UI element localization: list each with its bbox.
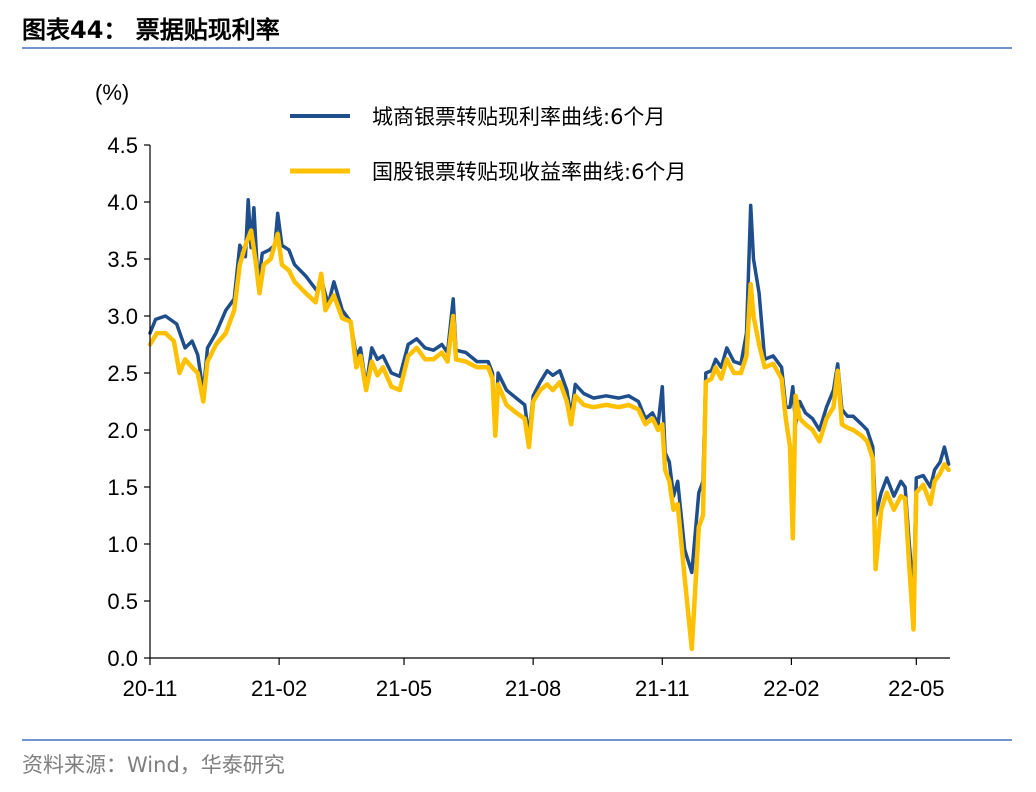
series-layer xyxy=(147,197,951,652)
y-tick-label: 0.5 xyxy=(107,589,138,614)
x-tick-label: 21-11 xyxy=(635,676,690,701)
figure-title: 图表44： 票据贴现利率 xyxy=(22,16,280,44)
y-tick-label: 4.0 xyxy=(107,190,138,215)
x-tick-label: 21-02 xyxy=(251,676,307,701)
legend: 城商银票转贴现利率曲线:6个月 国股银票转贴现收益率曲线:6个月 xyxy=(290,105,686,184)
x-tick-label: 21-08 xyxy=(505,676,561,701)
y-tick-label: 4.5 xyxy=(107,133,138,158)
y-tick-label: 3.0 xyxy=(107,304,138,329)
y-tick-label: 1.0 xyxy=(107,532,138,557)
plot-area: 0.0 0.5 1.0 1.5 2.0 2.5 3.0 3.5 4.0 4.5 20-11 21-0… xyxy=(107,133,951,701)
y-tick-label: 2.0 xyxy=(107,418,138,443)
y-tick-label: 1.5 xyxy=(107,475,138,500)
legend-label-series-2: 国股银票转贴现收益率曲线:6个月 xyxy=(372,160,686,184)
y-ticks: 0.0 0.5 1.0 1.5 2.0 2.5 3.0 3.5 4.0 4.5 xyxy=(107,133,150,671)
source-note: 资料来源：Wind，华泰研究 xyxy=(22,753,285,777)
y-tick-label: 0.0 xyxy=(107,646,138,671)
y-axis-unit: (%) xyxy=(95,80,129,105)
y-tick-label: 3.5 xyxy=(107,247,138,272)
x-tick-label: 21-05 xyxy=(376,676,432,701)
x-tick-label: 22-05 xyxy=(888,676,944,701)
x-tick-label: 22-02 xyxy=(763,676,819,701)
legend-label-series-1: 城商银票转贴现利率曲线:6个月 xyxy=(372,105,665,129)
y-tick-label: 2.5 xyxy=(107,361,138,386)
x-ticks: 20-11 21-02 21-05 21-08 21-11 22-02 22-05 xyxy=(123,658,944,701)
x-tick-label: 20-11 xyxy=(123,676,178,701)
series-line-2 xyxy=(147,228,951,652)
